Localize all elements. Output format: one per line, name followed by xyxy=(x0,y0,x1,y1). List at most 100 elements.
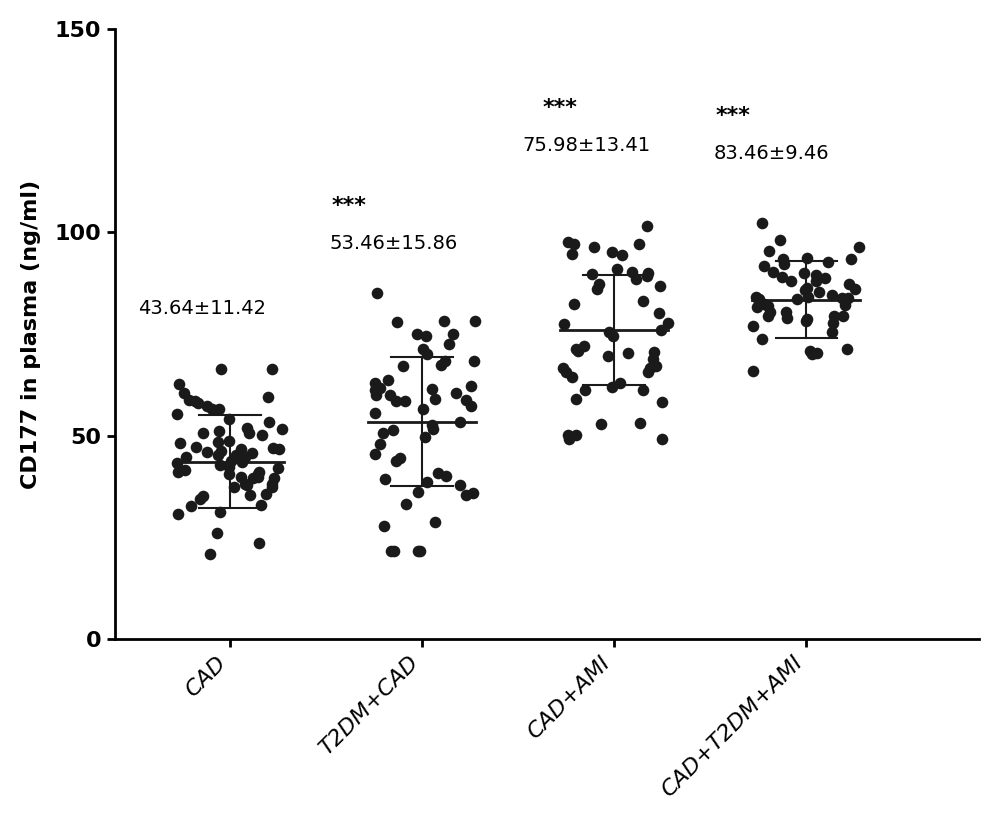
Point xyxy=(437,355,453,368)
Point xyxy=(237,478,253,491)
Point xyxy=(749,301,765,314)
Point xyxy=(169,456,185,469)
Point xyxy=(190,397,206,410)
Point xyxy=(799,252,815,265)
Point xyxy=(568,343,584,356)
Point xyxy=(642,361,658,374)
Point xyxy=(566,237,582,250)
Point xyxy=(251,466,267,479)
Point xyxy=(380,373,396,386)
Point xyxy=(368,389,384,402)
Point xyxy=(600,349,616,363)
Point xyxy=(628,272,644,285)
Point xyxy=(760,310,776,323)
Point xyxy=(772,233,788,247)
Point xyxy=(593,418,609,431)
Point xyxy=(372,381,388,395)
Point xyxy=(270,462,286,475)
Point xyxy=(568,392,584,405)
Point xyxy=(556,317,572,330)
Point xyxy=(418,329,434,342)
Point xyxy=(798,314,814,327)
Point xyxy=(260,390,276,404)
Point xyxy=(427,515,443,529)
Point xyxy=(560,428,576,441)
Point xyxy=(824,289,840,302)
Point xyxy=(254,429,270,442)
Point xyxy=(264,480,280,493)
Point xyxy=(250,468,266,481)
Point xyxy=(261,416,277,429)
Point xyxy=(445,328,461,341)
Point xyxy=(192,492,208,506)
Point xyxy=(202,547,218,560)
Point xyxy=(820,256,836,269)
Point xyxy=(212,459,228,472)
Text: ***: *** xyxy=(543,99,578,118)
Point xyxy=(560,235,576,248)
Point xyxy=(386,544,402,557)
Point xyxy=(589,282,605,295)
Point xyxy=(640,365,656,378)
Text: ***: *** xyxy=(716,106,751,127)
Point xyxy=(605,329,621,342)
Point xyxy=(789,292,805,305)
Point xyxy=(436,315,452,328)
Point xyxy=(632,416,648,429)
Point xyxy=(591,277,607,290)
Point xyxy=(564,370,580,383)
Point xyxy=(234,455,250,469)
Point xyxy=(367,447,383,460)
Point xyxy=(851,240,867,253)
Point xyxy=(458,488,474,501)
Point xyxy=(170,465,186,478)
Point xyxy=(760,300,776,313)
Text: 75.98±13.41: 75.98±13.41 xyxy=(522,136,650,155)
Point xyxy=(754,332,770,345)
Point xyxy=(258,487,274,501)
Point xyxy=(424,418,440,431)
Point xyxy=(775,252,791,266)
Point xyxy=(226,481,242,494)
Point xyxy=(584,268,600,281)
Point xyxy=(776,257,792,270)
Point xyxy=(425,423,441,436)
Point xyxy=(367,376,383,390)
Point xyxy=(837,298,853,312)
Point xyxy=(840,291,856,304)
Point xyxy=(651,307,667,320)
Point xyxy=(239,478,255,492)
Point xyxy=(555,362,571,375)
Point xyxy=(802,344,818,358)
Point xyxy=(779,311,795,324)
Point xyxy=(808,275,824,288)
Point xyxy=(811,285,827,298)
Point xyxy=(635,384,651,397)
Point xyxy=(383,544,399,557)
Point xyxy=(576,339,592,352)
Point xyxy=(430,466,446,479)
Point xyxy=(211,424,227,437)
Point xyxy=(410,485,426,498)
Point xyxy=(612,376,628,390)
Point xyxy=(463,399,479,413)
Point xyxy=(756,259,772,272)
Point xyxy=(266,472,282,485)
Point xyxy=(640,266,656,279)
Text: 83.46±9.46: 83.46±9.46 xyxy=(714,144,830,163)
Point xyxy=(652,279,668,293)
Point xyxy=(395,360,411,373)
Point xyxy=(178,450,194,464)
Point xyxy=(804,348,820,361)
Point xyxy=(409,327,425,340)
Point xyxy=(242,488,258,501)
Point xyxy=(237,450,253,463)
Point xyxy=(774,270,790,284)
Point xyxy=(783,274,799,287)
Point xyxy=(415,403,431,416)
Point xyxy=(188,441,204,454)
Point xyxy=(195,427,211,440)
Point xyxy=(748,290,764,303)
Point xyxy=(253,499,269,512)
Point xyxy=(653,324,669,337)
